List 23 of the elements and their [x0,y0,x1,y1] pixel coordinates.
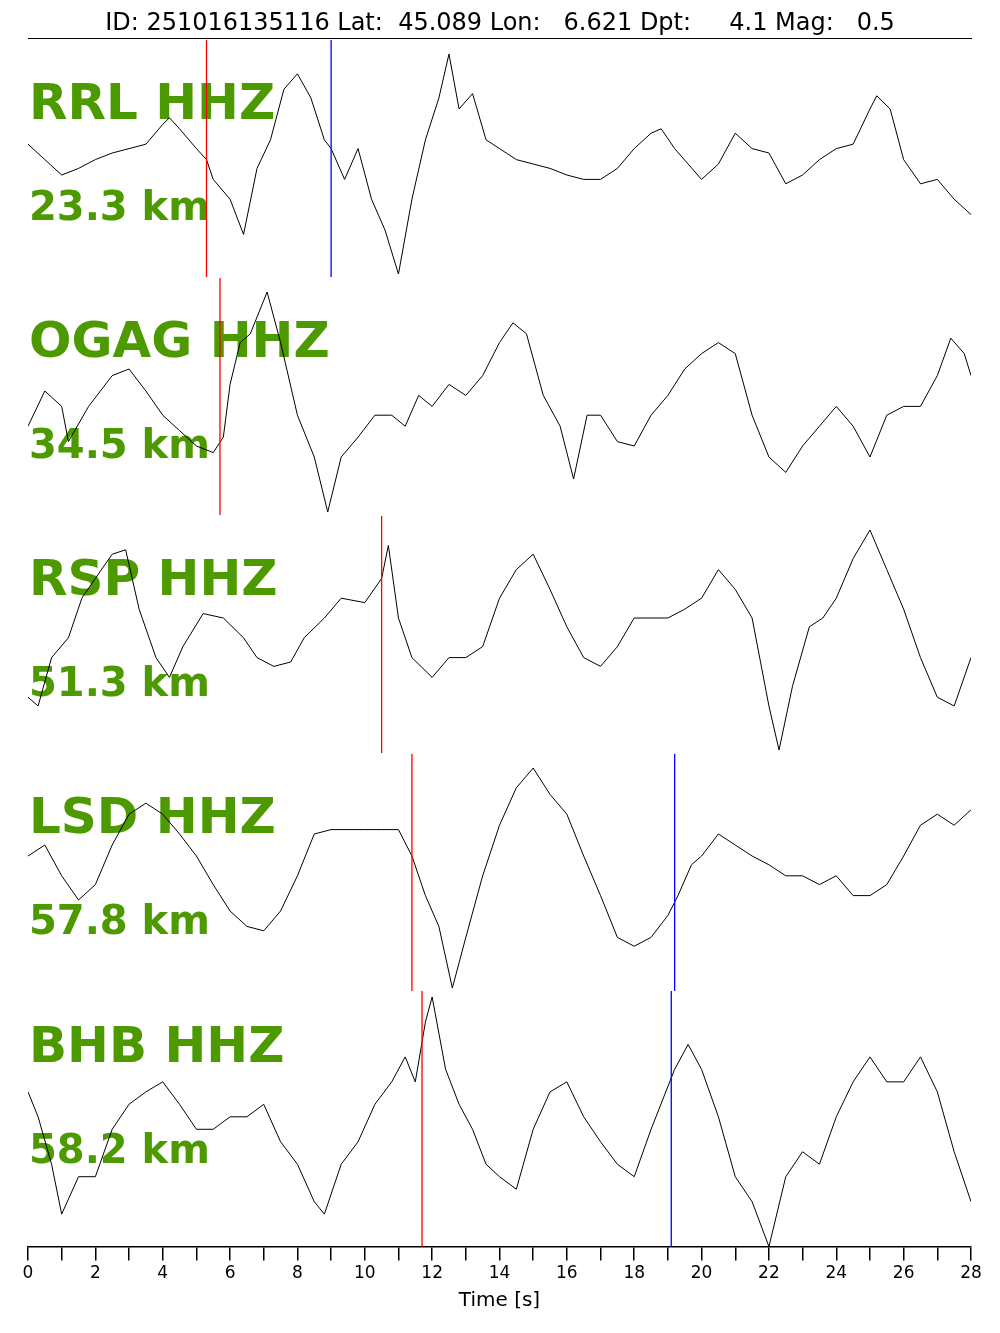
annotation: LSD HHZ [29,787,276,845]
annotation: 34.5 km [29,421,210,467]
x-tick-label: 26 [892,1262,915,1283]
x-tick-label: 0 [22,1262,34,1283]
x-tick-label: 6 [224,1262,236,1283]
annotation: 23.3 km [29,183,210,229]
annotation: BHB HHZ [29,1016,285,1074]
chart-title: ID: 251016135116 Lat: 45.089 Lon: 6.621 Dpt: 4.1 Mag: 0.5 [28,0,972,39]
x-tick-label: 2 [89,1262,101,1283]
x-tick-label: 22 [758,1262,780,1283]
x-tick-label: 24 [825,1262,848,1283]
x-tick-label: 10 [353,1262,376,1283]
x-tick-label: 4 [157,1262,169,1283]
x-tick-label: 20 [690,1262,713,1283]
annotation: 51.3 km [29,659,210,705]
x-tick-label: 28 [960,1262,982,1283]
x-axis-title: Time [s] [457,1287,541,1312]
x-tick-label: 18 [623,1262,646,1283]
x-tick-label: 14 [488,1262,511,1283]
x-tick-label: 16 [556,1262,578,1283]
x-tick-label: 12 [421,1262,443,1283]
x-tick-label: 8 [292,1262,303,1283]
annotation: 57.8 km [29,897,210,943]
